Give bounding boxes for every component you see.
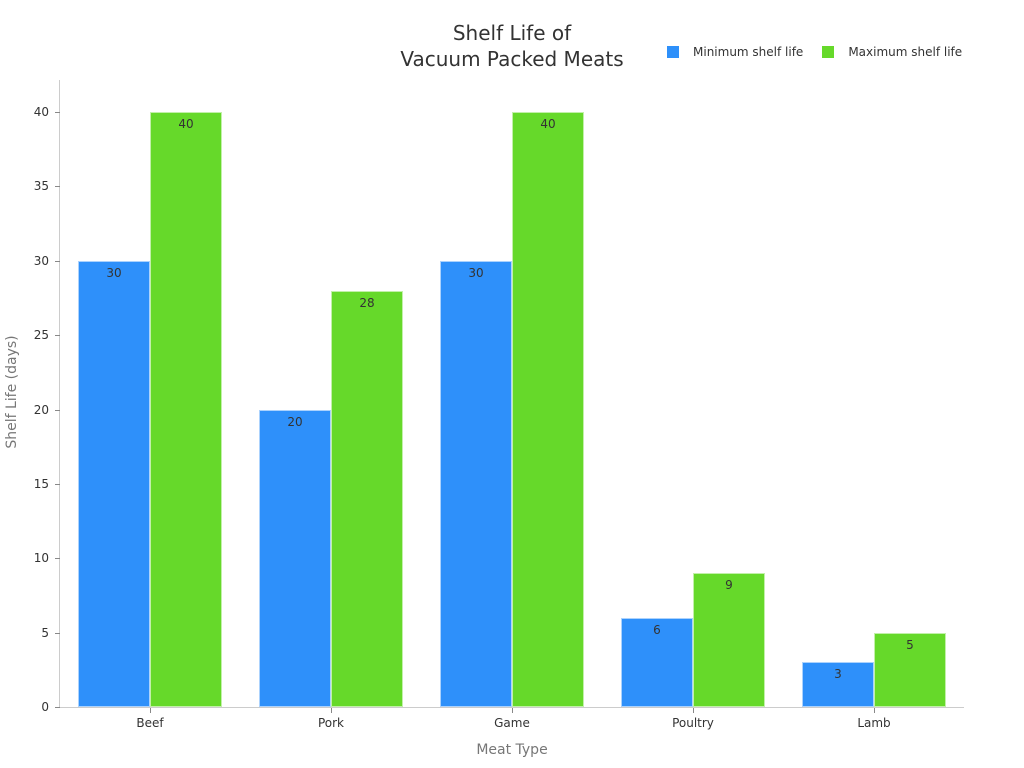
legend-swatch-minimum [667,46,679,58]
bar-value-label: 30 [468,265,484,280]
x-tick-mark [150,708,151,713]
y-tick: 10 [0,551,60,572]
chart-title: Shelf Life of Vacuum Packed Meats [362,20,662,72]
y-tick-label: 40 [33,105,49,119]
x-tick-mark [512,708,513,713]
y-tick-mark [55,632,60,634]
y-tick-label: 5 [41,625,49,640]
y-tick-mark [55,558,60,560]
chart-title-line-1: Shelf Life of [452,21,572,45]
y-tick: 35 [0,179,60,200]
y-tick: 0 [0,700,60,721]
y-tick-mark [55,335,60,337]
x-tick-label: Beef [136,716,164,730]
bar-game-maximum[interactable]: 40 [512,112,584,707]
y-tick: 30 [0,254,60,275]
legend-label-maximum: Maximum shelf life [848,45,963,59]
y-tick-mark [55,112,60,113]
y-tick-mark [55,707,60,708]
x-tick-mark [331,708,332,713]
y-tick-label: 35 [33,179,49,194]
bar-value-label: 20 [287,414,303,429]
y-tick-label: 30 [33,253,49,268]
bar-lamb-maximum[interactable]: 5 [874,632,946,707]
y-tick: 15 [0,477,60,498]
legend-swatch-maximum [822,46,835,58]
x-tick-label: Poultry [672,716,714,730]
y-tick-mark [55,260,60,262]
x-tick-mark [693,708,694,713]
y-tick-mark [55,409,60,411]
bar-value-label: 6 [653,622,661,637]
y-axis-label: Shelf Life (days) [4,335,20,449]
y-tick-mark [55,483,60,485]
x-tick-label: Pork [317,716,345,730]
bar-beef-maximum[interactable]: 40 [150,112,222,707]
x-axis-line [59,707,964,708]
bar-pork-minimum[interactable]: 20 [259,409,331,707]
y-tick-label: 20 [33,402,49,417]
bar-value-label: 40 [540,117,556,131]
legend: Minimum shelf life Maximum shelf life [667,45,981,59]
x-axis-label: Meat Type [476,742,548,758]
y-tick: 5 [0,626,60,647]
bar-value-label: 30 [106,265,122,280]
bar-value-label: 28 [359,295,375,310]
bar-poultry-maximum[interactable]: 9 [693,573,765,707]
x-tick-label: Game [494,716,530,730]
y-tick-label: 0 [41,700,49,714]
bar-beef-minimum[interactable]: 30 [78,260,150,707]
y-tick-label: 10 [33,551,49,566]
bar-value-label: 3 [834,667,842,682]
x-tick-label: Lamb [857,716,891,730]
y-tick: 25 [0,328,60,349]
y-tick-label: 15 [33,476,49,491]
y-tick-mark [55,186,60,188]
chart-title-line-2: Vacuum Packed Meats [400,47,624,71]
bar-game-minimum[interactable]: 30 [440,260,512,707]
y-tick: 20 [0,403,60,424]
bar-pork-maximum[interactable]: 28 [331,290,403,707]
y-tick-label: 25 [33,328,49,343]
bar-value-label: 40 [178,117,194,131]
y-tick: 40 [0,105,60,126]
bar-poultry-minimum[interactable]: 6 [621,617,693,707]
x-tick-mark [874,708,875,713]
bar-lamb-minimum[interactable]: 3 [802,662,874,707]
bar-value-label: 5 [906,637,914,652]
legend-item-minimum[interactable]: Minimum shelf life [667,45,803,59]
legend-item-maximum[interactable]: Maximum shelf life [822,45,962,59]
legend-label-minimum: Minimum shelf life [693,45,804,59]
bar-value-label: 9 [725,578,733,593]
y-axis-line [59,80,60,708]
